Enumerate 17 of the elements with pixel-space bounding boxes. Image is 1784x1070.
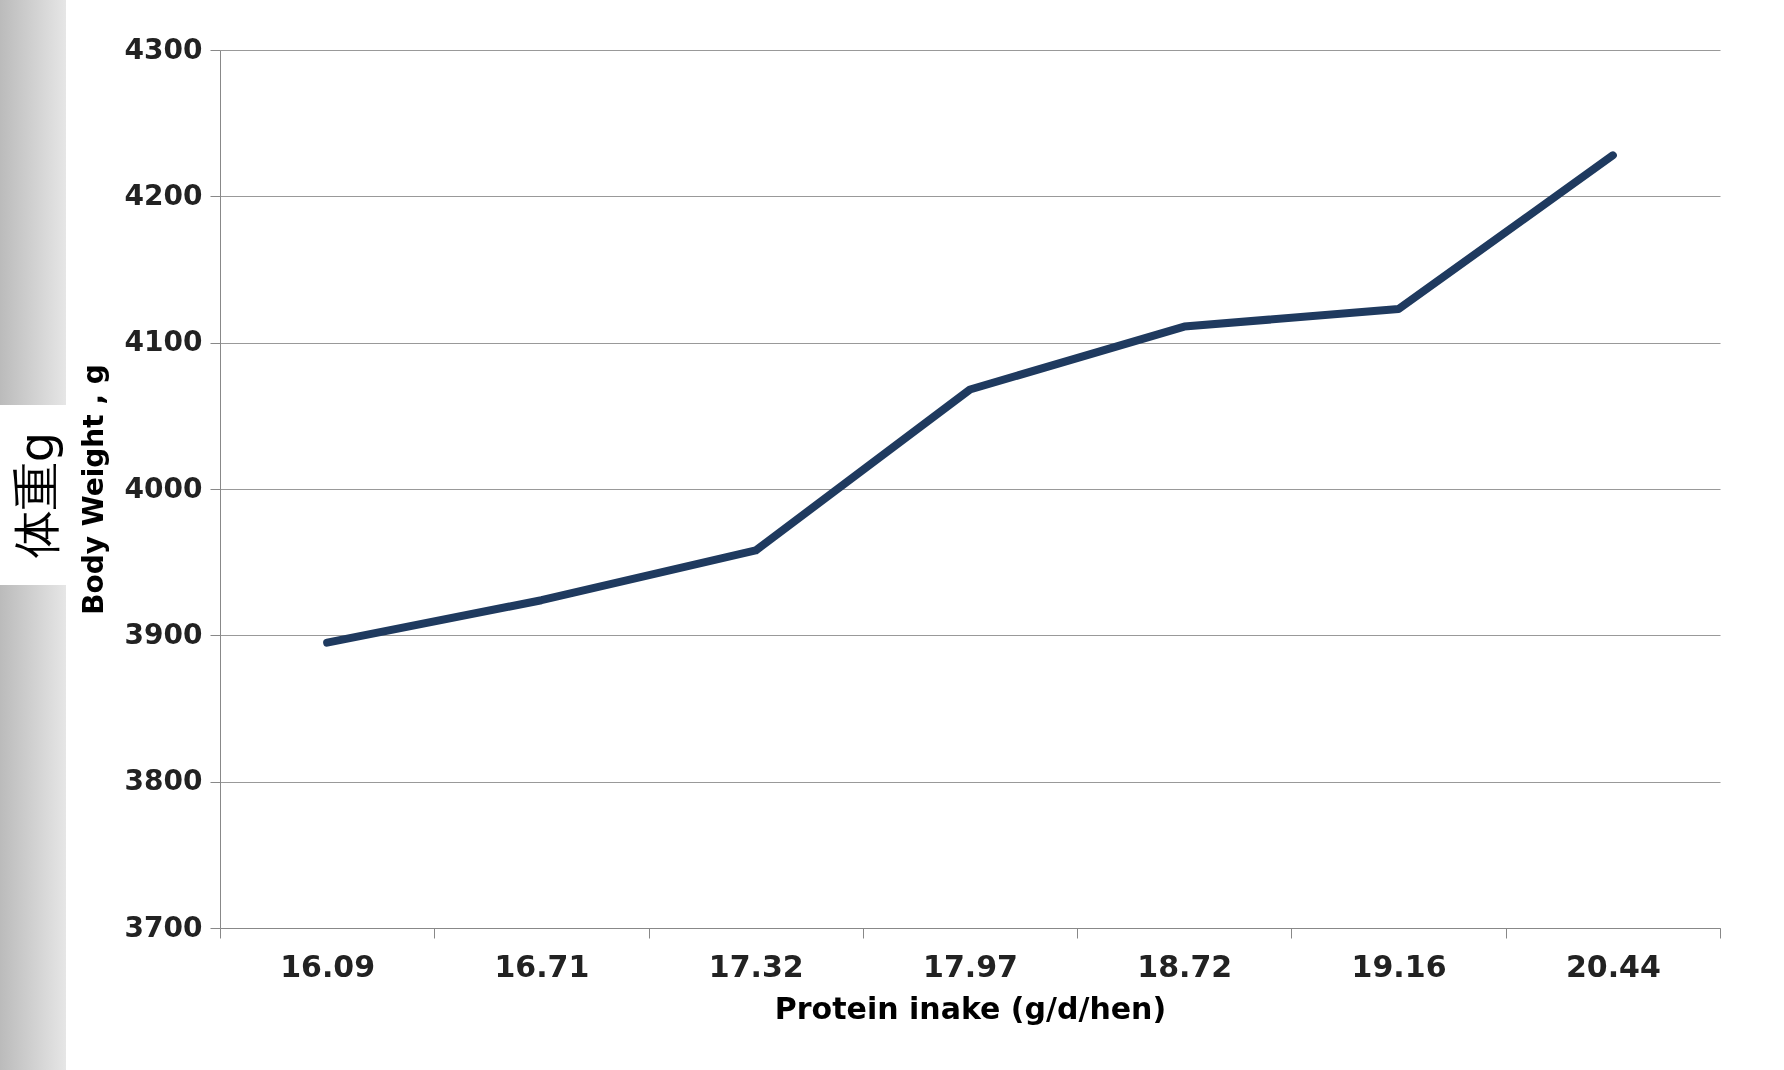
y-tick-label: 4000 <box>124 471 203 505</box>
text: 体重g <box>7 431 65 559</box>
y-tick-label: 3900 <box>124 617 203 651</box>
x-axis-title: Protein inake (g/d/hen) <box>774 990 1167 1026</box>
x-tick-label: 17.97 <box>923 948 1018 984</box>
y-tick-label: 4200 <box>124 178 203 212</box>
x-tick-label: 17.32 <box>708 948 804 984</box>
y-tick-label: 3800 <box>124 764 203 798</box>
x-tick-label: 20.44 <box>1565 948 1661 984</box>
y-tick-label: 4300 <box>124 32 203 66</box>
x-tick-label: 16.71 <box>494 948 590 984</box>
x-tick-label: 18.72 <box>1137 948 1233 984</box>
y-tick-label: 4100 <box>124 325 203 359</box>
y-axis-title: Body Weight , g <box>76 364 110 615</box>
x-tick-label: 19.16 <box>1351 948 1447 984</box>
y-tick-label: 3700 <box>124 910 203 944</box>
x-tick-label: 16.09 <box>280 948 376 984</box>
